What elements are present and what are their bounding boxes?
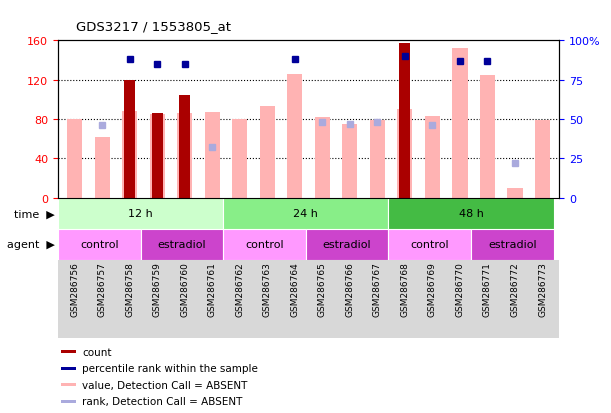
Text: GSM286758: GSM286758 [125, 262, 134, 316]
Text: GSM286771: GSM286771 [483, 262, 492, 316]
Bar [287, 75, 302, 198]
Text: estradiol: estradiol [488, 240, 536, 250]
Bar [95, 138, 109, 198]
Text: GSM286762: GSM286762 [235, 262, 244, 316]
Bar [58, 198, 223, 229]
Bar [370, 121, 385, 198]
Text: GSM286765: GSM286765 [318, 262, 327, 316]
Text: GSM286760: GSM286760 [180, 262, 189, 316]
Text: GSM286768: GSM286768 [400, 262, 409, 316]
Bar [58, 229, 141, 260]
Text: GSM286767: GSM286767 [373, 262, 382, 316]
Text: control: control [245, 240, 284, 250]
Text: GSM286764: GSM286764 [290, 262, 299, 316]
Text: time  ▶: time ▶ [14, 209, 55, 219]
Text: control: control [80, 240, 119, 250]
Text: GSM286766: GSM286766 [345, 262, 354, 316]
Text: estradiol: estradiol [323, 240, 371, 250]
Text: agent  ▶: agent ▶ [7, 240, 55, 250]
Bar [389, 198, 554, 229]
Bar [397, 110, 412, 198]
Bar [425, 117, 440, 198]
Text: GSM286761: GSM286761 [208, 262, 217, 316]
Bar [152, 114, 163, 198]
Bar [124, 81, 135, 198]
Bar [177, 114, 192, 198]
Bar [141, 229, 223, 260]
Bar [232, 120, 247, 198]
Bar [315, 118, 330, 198]
Text: GDS3217 / 1553805_at: GDS3217 / 1553805_at [76, 20, 232, 33]
Bar [61, 400, 76, 403]
Text: rank, Detection Call = ABSENT: rank, Detection Call = ABSENT [82, 396, 243, 406]
Bar [205, 113, 220, 198]
Bar [150, 115, 165, 198]
Bar [480, 76, 495, 198]
Text: GSM286759: GSM286759 [153, 262, 162, 316]
Text: GSM286763: GSM286763 [263, 262, 272, 316]
Bar [342, 125, 357, 198]
Bar [508, 188, 522, 198]
Bar [306, 229, 389, 260]
Bar [223, 198, 389, 229]
Bar [260, 107, 275, 198]
Text: GSM286773: GSM286773 [538, 262, 547, 316]
Bar [535, 121, 550, 198]
Bar [67, 120, 82, 198]
Bar [122, 112, 137, 198]
Bar [452, 49, 467, 198]
Bar [471, 229, 554, 260]
Text: GSM286756: GSM286756 [70, 262, 79, 316]
Text: GSM286769: GSM286769 [428, 262, 437, 316]
Text: 12 h: 12 h [128, 209, 153, 219]
Bar [61, 367, 76, 370]
Bar [223, 229, 306, 260]
Text: GSM286757: GSM286757 [98, 262, 106, 316]
Bar [389, 229, 471, 260]
Bar [61, 383, 76, 386]
Text: GSM286770: GSM286770 [455, 262, 464, 316]
Text: 48 h: 48 h [458, 209, 483, 219]
Text: control: control [411, 240, 449, 250]
Bar [179, 96, 190, 198]
Text: count: count [82, 347, 112, 357]
Bar [61, 351, 76, 354]
Bar [400, 44, 411, 198]
Text: value, Detection Call = ABSENT: value, Detection Call = ABSENT [82, 380, 248, 390]
Text: GSM286772: GSM286772 [511, 262, 519, 316]
Text: estradiol: estradiol [158, 240, 207, 250]
Text: percentile rank within the sample: percentile rank within the sample [82, 363, 258, 373]
Text: 24 h: 24 h [293, 209, 318, 219]
